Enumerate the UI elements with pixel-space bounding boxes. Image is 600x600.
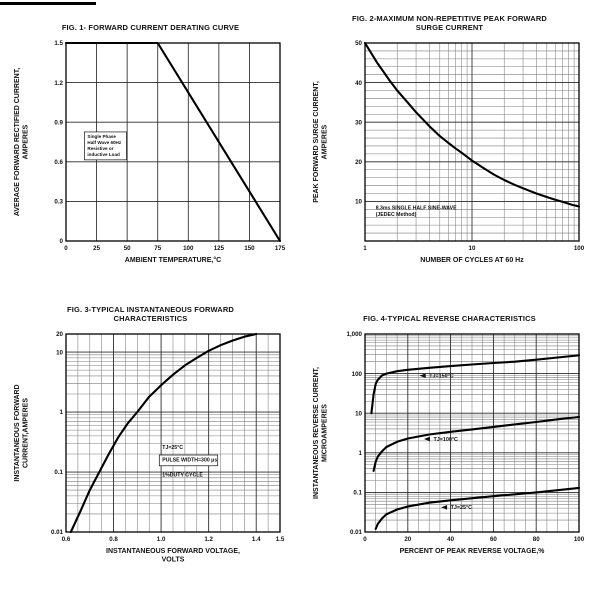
fig1-chart: Single Phase Half Wave 60Hz Resistive or in… (8, 35, 294, 285)
fig3-panel: FIG. 3-TYPICAL INSTANTANEOUS FORWARD CHA… (4, 305, 297, 576)
svg-text:1.4: 1.4 (251, 536, 260, 543)
svg-text:0: 0 (363, 536, 367, 543)
svg-text:0.1: 0.1 (54, 469, 63, 476)
svg-text:60: 60 (489, 536, 496, 543)
svg-text:1: 1 (358, 450, 362, 457)
svg-text:100: 100 (183, 245, 194, 252)
svg-text:30: 30 (355, 119, 362, 126)
svg-text:AVERAGE FORWARD RECTIFIED CURR: AVERAGE FORWARD RECTIFIED CURRENT, (14, 68, 21, 216)
svg-text:10: 10 (355, 198, 362, 205)
svg-text:50: 50 (123, 245, 130, 252)
svg-text:TJ=100°C: TJ=100°C (433, 436, 458, 442)
svg-text:10: 10 (468, 245, 475, 252)
svg-text:PERCENT OF PEAK REVERSE VOLTAG: PERCENT OF PEAK REVERSE VOLTAGE,% (399, 548, 545, 555)
svg-text:8.3ms SINGLE HALF SINE-WAVE: 8.3ms SINGLE HALF SINE-WAVE (375, 205, 456, 211)
svg-text:INSTANTANEOUS FORWARD VOLTAGE,: INSTANTANEOUS FORWARD VOLTAGE, (106, 548, 240, 555)
fig1-panel: FIG. 1- FORWARD CURRENT DERATING CURVE S… (4, 14, 297, 285)
svg-text:0: 0 (64, 245, 68, 252)
fig3-title: FIG. 3-TYPICAL INSTANTANEOUS FORWARD CHA… (67, 304, 234, 324)
svg-text:MICROAMPERES: MICROAMPERES (321, 403, 328, 461)
fig4-chart: TJ=150°C TJ=100°C TJ=25°C 0 20 40 60 80 100 1,000… (307, 326, 593, 576)
fig1-title: FIG. 1- FORWARD CURRENT DERATING CURVE (61, 23, 240, 33)
svg-text:50: 50 (355, 40, 362, 47)
svg-text:0.01: 0.01 (50, 529, 63, 536)
fig2-panel: FIG. 2-MAXIMUM NON-REPETITIVE PEAK FORWA… (303, 14, 596, 285)
svg-text:AMBIENT TEMPERATURE,°C: AMBIENT TEMPERATURE,°C (124, 256, 220, 264)
page-top-rule (0, 2, 96, 5)
svg-text:100: 100 (573, 536, 584, 543)
fig3-chart: TJ=25°C PULSE WIDTH=300 μs 1%DUTY CYCLE 0.6… (8, 326, 294, 576)
svg-text:40: 40 (447, 536, 454, 543)
svg-text:0.1: 0.1 (353, 489, 362, 496)
svg-text:20: 20 (404, 536, 411, 543)
svg-text:TJ=150°C: TJ=150°C (429, 373, 454, 379)
svg-text:20: 20 (355, 159, 362, 166)
svg-text:Half Wave 60Hz: Half Wave 60Hz (87, 140, 121, 145)
svg-text:INSTANTANEOUS FORWARD: INSTANTANEOUS FORWARD (14, 384, 21, 481)
svg-text:VOLTS: VOLTS (161, 556, 184, 563)
svg-text:AMPERES: AMPERES (22, 124, 29, 159)
svg-text:1: 1 (363, 245, 367, 252)
svg-text:NUMBER OF CYCLES AT 60 Hz: NUMBER OF CYCLES AT 60 Hz (420, 257, 524, 264)
svg-text:(JEDEC Method): (JEDEC Method) (375, 212, 416, 218)
svg-text:1.5: 1.5 (54, 40, 63, 47)
svg-text:inductive Load: inductive Load (87, 152, 120, 157)
svg-text:25: 25 (93, 245, 100, 252)
svg-text:20: 20 (56, 331, 63, 338)
svg-text:CURRENT,AMPERES: CURRENT,AMPERES (22, 397, 29, 467)
svg-text:175: 175 (274, 245, 285, 252)
svg-text:PEAK FORWARD SURGE CURRENT,: PEAK FORWARD SURGE CURRENT, (313, 81, 320, 203)
svg-text:TJ=25°C: TJ=25°C (450, 505, 472, 511)
svg-text:150: 150 (244, 245, 255, 252)
svg-text:0.6: 0.6 (54, 159, 63, 166)
svg-text:1.2: 1.2 (204, 536, 213, 543)
svg-text:1.2: 1.2 (54, 80, 63, 87)
svg-text:10: 10 (56, 349, 63, 356)
svg-text:0.01: 0.01 (349, 529, 362, 536)
svg-text:0.8: 0.8 (109, 536, 118, 543)
svg-text:1.0: 1.0 (156, 536, 165, 543)
svg-text:40: 40 (355, 80, 362, 87)
svg-text:TJ=25°C: TJ=25°C (162, 444, 183, 450)
svg-text:0.6: 0.6 (61, 536, 70, 543)
svg-text:Resistive or: Resistive or (87, 146, 113, 151)
datasheet-figure-grid: FIG. 1- FORWARD CURRENT DERATING CURVE S… (4, 14, 596, 576)
svg-text:10: 10 (355, 410, 362, 417)
svg-text:PULSE WIDTH=300 μs: PULSE WIDTH=300 μs (162, 457, 217, 463)
svg-text:1.5: 1.5 (275, 536, 284, 543)
svg-text:1,000: 1,000 (346, 331, 362, 338)
svg-text:0: 0 (59, 238, 63, 245)
svg-text:1%DUTY CYCLE: 1%DUTY CYCLE (162, 472, 203, 478)
svg-text:AMPERES: AMPERES (321, 124, 328, 159)
fig4-panel: FIG. 4-TYPICAL REVERSE CHARACTERISTICS T… (303, 305, 596, 576)
svg-text:0.3: 0.3 (54, 198, 63, 205)
svg-text:125: 125 (213, 245, 224, 252)
svg-text:INSTANTANEOUS REVERSE CURRENT,: INSTANTANEOUS REVERSE CURRENT, (313, 366, 320, 498)
svg-text:100: 100 (351, 370, 362, 377)
fig4-title: FIG. 4-TYPICAL REVERSE CHARACTERISTICS (363, 314, 536, 324)
svg-text:1: 1 (59, 409, 63, 416)
svg-text:100: 100 (573, 245, 584, 252)
fig2-title: FIG. 2-MAXIMUM NON-REPETITIVE PEAK FORWA… (352, 14, 547, 33)
svg-text:75: 75 (154, 245, 161, 252)
svg-text:Single Phase: Single Phase (87, 134, 116, 139)
svg-text:0.9: 0.9 (54, 119, 63, 126)
svg-text:80: 80 (532, 536, 539, 543)
fig2-chart: 8.3ms SINGLE HALF SINE-WAVE (JEDEC Metho… (307, 35, 593, 285)
